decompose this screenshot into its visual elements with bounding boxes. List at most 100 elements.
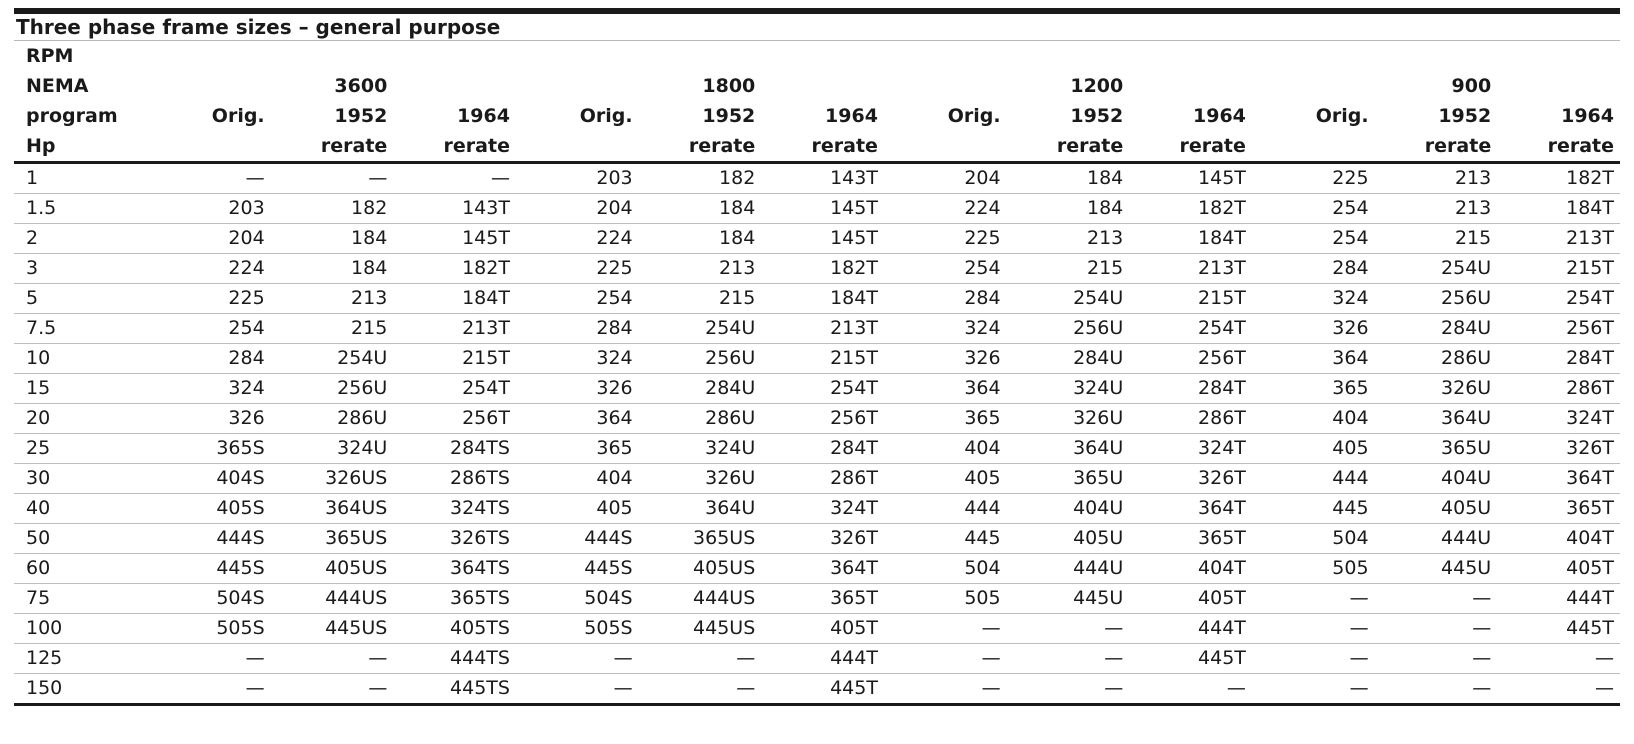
- title-divider: [14, 40, 1620, 41]
- header-row-rpm: RPM: [14, 41, 1620, 71]
- frame-size-cell: 326U: [1374, 373, 1498, 404]
- frame-size-cell: 254T: [1497, 283, 1620, 314]
- frame-size-cell: —: [1497, 643, 1620, 674]
- frame-size-cell: 324T: [761, 493, 884, 524]
- hp-cell: 20: [14, 403, 148, 434]
- frame-size-cell: 444T: [761, 643, 884, 674]
- frame-size-cell: 284: [515, 313, 639, 344]
- frame-size-cell: 213: [638, 253, 762, 284]
- frame-size-cell: 444U: [1374, 523, 1498, 554]
- frame-size-cell: —: [1006, 613, 1130, 644]
- frame-size-cell: 444: [1251, 463, 1375, 494]
- year-1964-header: 1964: [1561, 105, 1614, 127]
- frame-size-cell: 145T: [1129, 162, 1252, 194]
- frame-size-cell: 365: [515, 433, 639, 464]
- frame-size-cell: 324U: [638, 433, 762, 464]
- frame-size-cell: 182T: [1497, 162, 1620, 194]
- year-1952-header: 1952: [334, 105, 388, 127]
- frame-size-cell: —: [638, 643, 762, 674]
- frame-size-cell: 364U: [1374, 403, 1498, 434]
- frame-size-cell: 182T: [761, 253, 884, 284]
- frame-size-cell: 225: [148, 283, 271, 314]
- frame-size-cell: —: [270, 673, 394, 706]
- frame-size-cell: 145T: [761, 223, 884, 254]
- table-row: 20 326 286U 256T 364 286U 256T 365 326U 286T 404 36…: [14, 403, 1620, 434]
- frame-size-cell: 364T: [1497, 463, 1620, 494]
- rerate-header: rerate: [638, 131, 762, 164]
- frame-size-cell: 365U: [1006, 463, 1130, 494]
- hp-cell: 30: [14, 463, 148, 494]
- frame-size-cell: 404: [1251, 403, 1375, 434]
- frame-size-cell: 286T: [1129, 403, 1252, 434]
- frame-size-cell: 326U: [1006, 403, 1130, 434]
- frame-size-cell: 215: [638, 283, 762, 314]
- frame-size-cell: 286U: [638, 403, 762, 434]
- hp-cell: 2: [14, 223, 148, 254]
- frame-size-cell: 324: [148, 373, 271, 404]
- hp-cell: 15: [14, 373, 148, 404]
- header-row-program: program Orig. 1952 1964 Orig. 1952 1964 …: [14, 101, 1620, 131]
- frame-size-cell: 215T: [1497, 253, 1620, 284]
- frame-size-cell: 224: [883, 193, 1007, 224]
- frame-size-cell: 505: [1251, 553, 1375, 584]
- frame-size-cell: 286U: [1374, 343, 1498, 374]
- frame-size-cell: 284: [1251, 253, 1375, 284]
- rpm-900-label: 900: [1451, 75, 1492, 97]
- frame-size-cell: 445TS: [393, 673, 516, 706]
- frame-size-cell: 445T: [761, 673, 884, 706]
- rpm-3600-label: 3600: [334, 75, 388, 97]
- year-1964-header: 1964: [825, 105, 878, 127]
- frame-size-cell: 184: [270, 223, 394, 254]
- frame-size-cell: 364: [1251, 343, 1375, 374]
- table-row: 40 405S 364US 324TS 405 364U 324T 444 404U 364T 44…: [14, 493, 1620, 524]
- hp-cell: 40: [14, 493, 148, 524]
- rerate-header: rerate: [1497, 131, 1620, 164]
- frame-size-cell: 324U: [1006, 373, 1130, 404]
- frame-size-cell: 364U: [1006, 433, 1130, 464]
- frame-size-cell: 504S: [148, 583, 271, 614]
- table-header: RPM NEMA 3600 1800 1200 900 program Orig…: [14, 41, 1620, 164]
- frame-size-cell: 215: [270, 313, 394, 344]
- frame-size-cell: —: [515, 673, 639, 706]
- frame-size-cell: 324: [1251, 283, 1375, 314]
- frame-size-cell: 203: [148, 193, 271, 224]
- frame-size-cell: 365US: [638, 523, 762, 554]
- frame-size-cell: 284T: [1497, 343, 1620, 374]
- frame-size-cell: 182: [270, 193, 394, 224]
- frame-size-cell: 444U: [1006, 553, 1130, 584]
- hp-cell: 25: [14, 433, 148, 464]
- hp-cell: 50: [14, 523, 148, 554]
- frame-size-cell: 145T: [761, 193, 884, 224]
- rerate-header: rerate: [1374, 131, 1498, 164]
- frame-size-cell: 224: [515, 223, 639, 254]
- frame-size-cell: 444T: [1497, 583, 1620, 614]
- frame-size-cell: 445T: [1129, 643, 1252, 674]
- frame-size-cell: 182: [638, 162, 762, 194]
- frame-size-cell: —: [883, 643, 1007, 674]
- frame-size-cell: 326U: [638, 463, 762, 494]
- frame-size-cell: 365U: [1374, 433, 1498, 464]
- frame-size-cell: 445U: [1374, 553, 1498, 584]
- frame-size-cell: 143T: [761, 162, 884, 194]
- frame-size-cell: 364T: [761, 553, 884, 584]
- frame-size-cell: 505S: [148, 613, 271, 644]
- frame-size-cell: 445US: [270, 613, 394, 644]
- frame-size-cell: 444: [883, 493, 1007, 524]
- table-row: 25 365S 324U 284TS 365 324U 284T 404 364U 324T 405…: [14, 433, 1620, 464]
- frame-size-cell: 284T: [761, 433, 884, 464]
- frame-size-cell: 215T: [393, 343, 516, 374]
- frame-size-cell: —: [270, 643, 394, 674]
- frame-size-cell: 444US: [270, 583, 394, 614]
- frame-size-cell: —: [1006, 673, 1130, 706]
- frame-size-cell: 326: [515, 373, 639, 404]
- frame-size-cell: 254U: [1006, 283, 1130, 314]
- table-top-rule: [14, 8, 1620, 14]
- frame-size-cell: 445U: [1006, 583, 1130, 614]
- frame-size-cell: 364T: [1129, 493, 1252, 524]
- frame-size-cell: 444TS: [393, 643, 516, 674]
- frame-size-cell: 204: [515, 193, 639, 224]
- frame-size-cell: —: [1251, 643, 1375, 674]
- frame-size-cell: 405TS: [393, 613, 516, 644]
- frame-size-cell: 364TS: [393, 553, 516, 584]
- frame-size-cell: 286T: [761, 463, 884, 494]
